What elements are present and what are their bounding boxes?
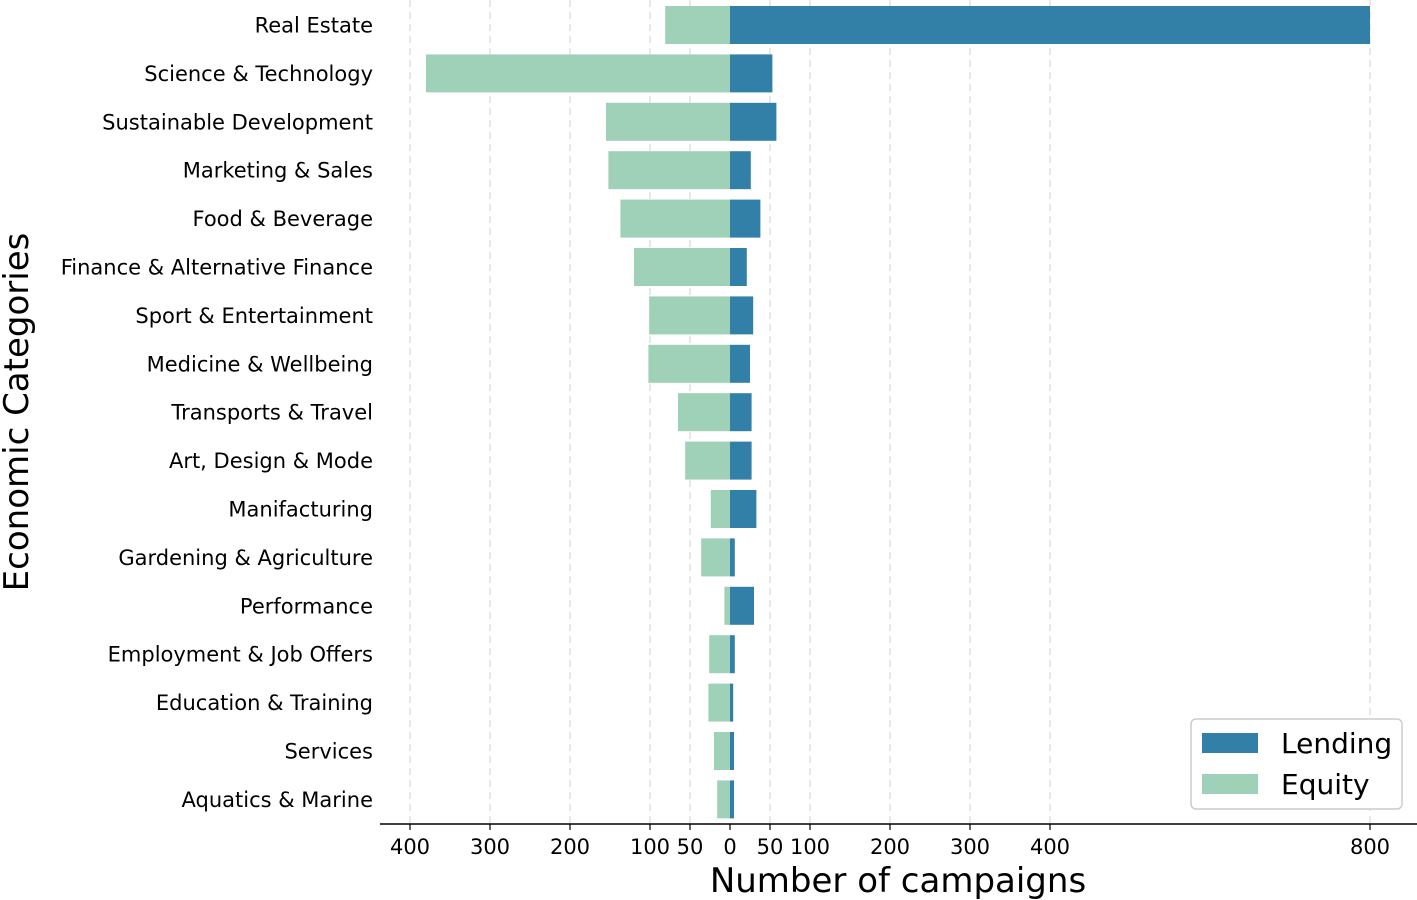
x-tick-label-11: 800 — [1350, 835, 1390, 859]
bar-equity-11 — [701, 538, 730, 577]
x-tick-label-7: 100 — [790, 835, 830, 859]
bar-equity-2 — [606, 102, 730, 141]
category-label-6: Sport & Entertainment — [135, 304, 373, 328]
category-label-12: Performance — [240, 594, 373, 618]
category-label-7: Medicine & Wellbeing — [147, 352, 373, 376]
category-label-1: Science & Technology — [144, 62, 373, 86]
bar-equity-12 — [724, 586, 730, 625]
bar-lending-14 — [730, 683, 734, 722]
bar-lending-16 — [730, 780, 734, 819]
legend-swatch-equity — [1202, 774, 1258, 794]
category-label-15: Services — [284, 740, 373, 764]
bar-lending-13 — [730, 635, 735, 674]
bar-lending-1 — [730, 54, 773, 93]
bar-lending-10 — [730, 490, 757, 528]
bar-lending-3 — [730, 151, 751, 190]
category-label-11: Gardening & Agriculture — [118, 546, 373, 570]
bar-equity-14 — [708, 683, 730, 722]
bar-equity-4 — [620, 199, 730, 238]
bar-equity-16 — [717, 780, 730, 819]
category-label-9: Art, Design & Mode — [169, 449, 373, 473]
x-tick-label-3: 100 — [630, 835, 670, 859]
bar-lending-6 — [730, 296, 754, 335]
legend: Lending Equity — [1190, 718, 1403, 810]
bar-equity-5 — [634, 248, 730, 286]
bar-equity-1 — [426, 54, 730, 93]
bar-equity-3 — [608, 151, 730, 190]
bar-lending-8 — [730, 393, 752, 432]
category-label-13: Employment & Job Offers — [108, 643, 373, 667]
bar-equity-7 — [648, 344, 730, 383]
x-tick-label-5: 0 — [723, 835, 736, 859]
bar-lending-2 — [730, 102, 777, 141]
x-tick-label-1: 300 — [470, 835, 510, 859]
x-tick-label-9: 300 — [950, 835, 990, 859]
bar-equity-8 — [678, 393, 730, 432]
category-label-14: Education & Training — [156, 691, 373, 715]
category-label-16: Aquatics & Marine — [182, 788, 373, 812]
category-label-5: Finance & Alternative Finance — [61, 256, 373, 280]
x-tick-label-6: 50 — [757, 835, 784, 859]
bar-lending-9 — [730, 441, 752, 480]
bar-equity-9 — [685, 441, 730, 480]
bar-equity-0 — [665, 6, 730, 44]
x-tick-label-8: 200 — [870, 835, 910, 859]
x-tick-label-4: 50 — [677, 835, 704, 859]
bar-lending-11 — [730, 538, 735, 577]
category-label-2: Sustainable Development — [102, 110, 373, 134]
category-label-10: Manifacturing — [228, 498, 373, 522]
bar-lending-15 — [730, 732, 734, 770]
bar-lending-7 — [730, 344, 750, 383]
bar-lending-5 — [730, 248, 747, 286]
bar-lending-12 — [730, 586, 754, 625]
category-label-8: Transports & Travel — [170, 401, 373, 425]
bar-equity-13 — [709, 635, 730, 674]
bar-lending-4 — [730, 199, 761, 238]
x-tick-label-10: 400 — [1030, 835, 1070, 859]
category-label-0: Real Estate — [255, 14, 373, 38]
legend-label-equity: Equity — [1281, 768, 1370, 801]
category-label-3: Marketing & Sales — [183, 159, 373, 183]
bar-equity-10 — [710, 490, 730, 528]
bars — [426, 6, 1370, 819]
category-labels: Real Estate Science & Technology Sustainab… — [61, 14, 373, 812]
x-ticks: 400 300 200 100 50 0 50 100 200 300 400 800 — [390, 824, 1390, 859]
x-tick-label-2: 200 — [550, 835, 590, 859]
x-tick-label-0: 400 — [390, 835, 430, 859]
y-axis-title: Economic Categories — [0, 233, 37, 592]
bar-equity-15 — [714, 732, 730, 770]
bar-lending-0 — [730, 6, 1370, 44]
x-axis-title: Number of campaigns — [710, 861, 1086, 900]
category-label-4: Food & Beverage — [192, 207, 373, 231]
legend-swatch-lending — [1202, 733, 1258, 753]
legend-label-lending: Lending — [1281, 727, 1392, 760]
bar-equity-6 — [649, 296, 730, 335]
grid-lines — [409, 0, 1371, 824]
